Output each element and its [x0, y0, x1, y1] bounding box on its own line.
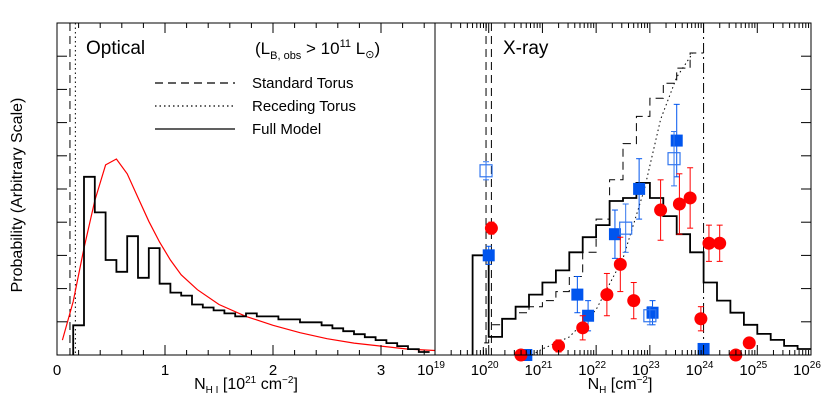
x-tick-label: 1020: [471, 360, 499, 379]
x-tick-label: 2: [269, 362, 277, 379]
red-model-curve: [61, 158, 436, 352]
x-tick-exponent: 20: [487, 360, 499, 371]
full-model-histogram: [72, 175, 430, 355]
legend-label: Full Model: [252, 121, 321, 138]
xray-title: X-ray: [503, 38, 549, 59]
red-circle-point: [576, 321, 590, 335]
red-circle-point: [484, 221, 498, 235]
x-tick-label: 1025: [739, 360, 767, 379]
open-square-point: [643, 309, 657, 323]
red-circle-point: [683, 191, 697, 205]
x-tick-label: 3: [377, 362, 385, 379]
red-circle-point: [600, 288, 614, 302]
red-circle-point: [713, 236, 727, 250]
red-circle-point: [552, 339, 566, 353]
x-tick-base: 10: [632, 362, 649, 379]
x-tick-base: 10: [739, 362, 756, 379]
open-square-point: [619, 221, 633, 235]
filled-square-point: [582, 309, 595, 322]
x-tick-label: 1: [161, 362, 169, 379]
legend-label: Receding Torus: [252, 98, 356, 115]
filled-square-point: [571, 288, 584, 301]
filled-square-point: [646, 306, 659, 319]
optical-x-axis-label: NH I [1021 cm−2]: [194, 375, 298, 396]
x-tick-label: 1023: [632, 360, 660, 379]
x-tick-exponent: 24: [702, 360, 714, 371]
receding-torus-curve: [531, 52, 694, 356]
optical-subtitle: (LB, obs > 1011 L⊙): [255, 38, 380, 62]
x-tick-label: 1026: [793, 360, 821, 379]
x-tick-base: 10: [578, 362, 595, 379]
x-tick-label: 0: [53, 362, 61, 379]
x-tick-label: 1024: [686, 360, 714, 379]
x-tick-base: 10: [471, 362, 488, 379]
red-circle-point: [627, 294, 641, 308]
optical-panel: 0 1 2 3 Optical (LB, obs > 1011 L⊙) Standar…: [53, 22, 436, 396]
open-square-point: [667, 152, 681, 166]
x-tick-base: 10: [525, 362, 542, 379]
filled-square-point: [482, 249, 495, 262]
red-circle-point: [672, 197, 686, 211]
filled-square-point: [633, 182, 646, 195]
x-tick-exponent: 21: [541, 360, 553, 371]
full-model-histogram: [471, 182, 811, 355]
x-tick-exponent: 19: [434, 360, 446, 371]
red-circle-point: [613, 257, 627, 271]
red-circle-point: [694, 312, 708, 326]
red-circle-point: [654, 203, 668, 217]
xray-panel: 1019 1020 1021 1022 1023 1024 1025 1026 X-ray N…: [417, 22, 821, 396]
filled-square-point: [670, 134, 683, 147]
x-tick-label: 1019: [417, 360, 445, 379]
x-tick-base: 10: [417, 362, 434, 379]
x-tick-exponent: 26: [810, 360, 822, 371]
x-tick-exponent: 25: [756, 360, 768, 371]
open-square-point: [479, 164, 493, 178]
optical-title: Optical: [86, 38, 145, 59]
x-tick-base: 10: [686, 362, 703, 379]
x-tick-exponent: 22: [595, 360, 607, 371]
red-circle-point: [702, 236, 716, 250]
y-axis-label: Probability (Arbitrary Scale): [9, 98, 26, 293]
x-tick-label: 1022: [578, 360, 606, 379]
legend: Standard Torus Receding Torus Full Model: [155, 75, 356, 138]
red-circle-point: [742, 336, 756, 350]
xray-x-axis-label: NH [cm−2]: [588, 375, 653, 396]
x-tick-label: 1021: [525, 360, 553, 379]
x-tick-base: 10: [793, 362, 810, 379]
xray-plot-frame: [434, 22, 812, 356]
legend-label: Standard Torus: [252, 75, 353, 92]
x-tick-exponent: 23: [649, 360, 661, 371]
optical-plot-frame: [56, 22, 436, 356]
